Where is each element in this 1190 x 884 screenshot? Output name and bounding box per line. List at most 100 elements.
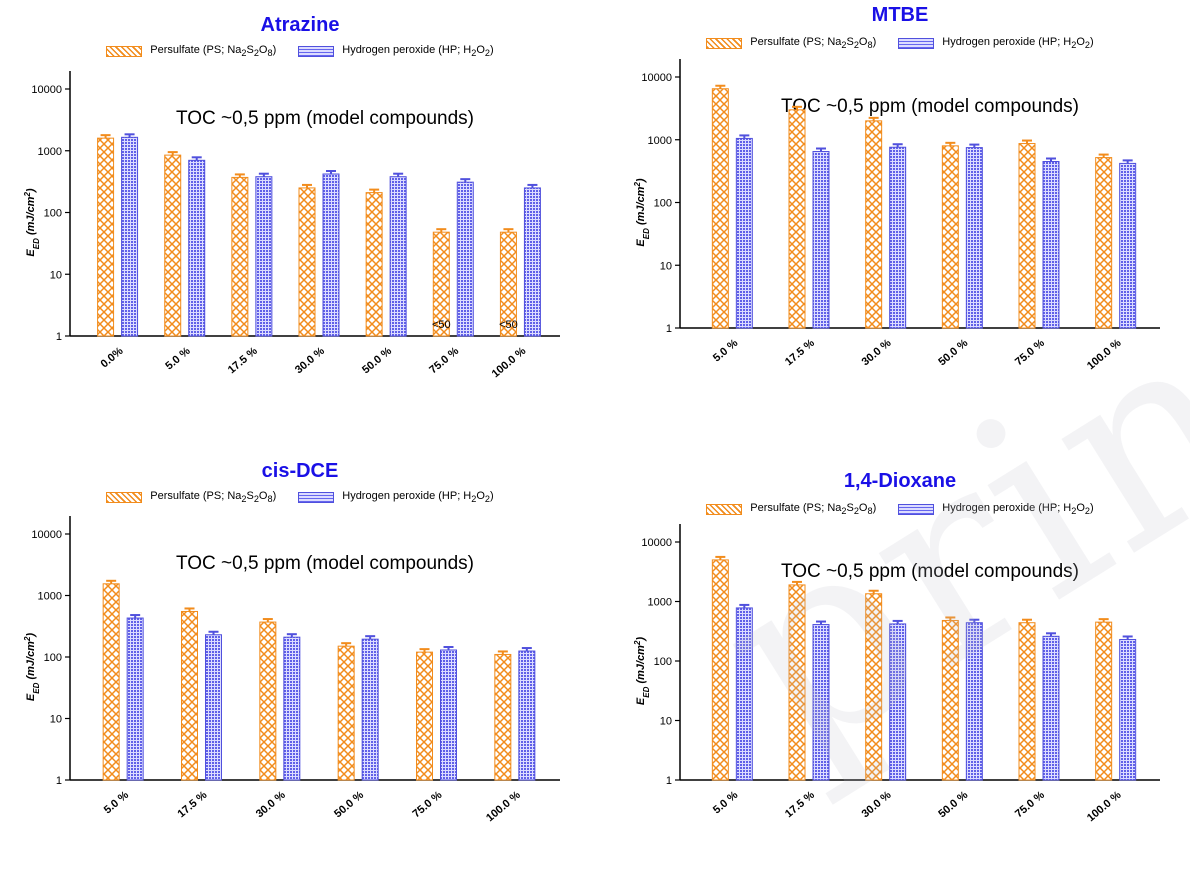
bar-hydrogen-peroxide	[255, 176, 273, 337]
legend-label-hp: Hydrogen peroxide (HP; H2O2)	[342, 490, 494, 505]
bar-persulfate	[711, 559, 729, 781]
legend-label-hp: Hydrogen peroxide (HP; H2O2)	[342, 44, 494, 59]
y-axis-label: EED (mJ/cm2)	[633, 637, 651, 706]
bar-persulfate	[97, 137, 115, 337]
x-tick-label: 100.0 %	[1085, 337, 1124, 372]
x-tick-label: 30.0 %	[860, 789, 894, 820]
y-tick-label: 1000	[648, 597, 672, 609]
legend-item-hp: Hydrogen peroxide (HP; H2O2)	[298, 490, 494, 505]
y-tick-label: 10	[660, 260, 672, 272]
x-tick-label: 5.0 %	[102, 789, 131, 816]
x-tick-label: 5.0 %	[711, 789, 740, 816]
chart-panel-dioxane: 1,4-Dioxane Persulfate (PS; Na2S2O8) Hyd…	[620, 464, 1180, 884]
x-tick-label: 5.0 %	[711, 337, 740, 364]
bar-hydrogen-peroxide	[188, 159, 206, 337]
legend-label-hp: Hydrogen peroxide (HP; H2O2)	[942, 36, 1094, 51]
y-axis-label: EED (mJ/cm2)	[633, 178, 651, 247]
bar-hydrogen-peroxide	[1119, 162, 1137, 329]
bar-persulfate	[298, 187, 316, 337]
bar-persulfate	[181, 610, 198, 781]
bar-hydrogen-peroxide	[456, 181, 474, 337]
legend-item-ps: Persulfate (PS; Na2S2O8)	[706, 36, 876, 50]
bar-chart: 1 10 100 1000 10000 EED (mJ/cm2) TOC ~0,5 ppm …	[23, 516, 560, 824]
chart-legend: Persulfate (PS; Na2S2O8) Hydrogen peroxi…	[20, 44, 580, 58]
ps-swatch-icon	[706, 503, 743, 515]
x-tick-label: 30.0 %	[293, 345, 327, 376]
bar-persulfate	[365, 192, 383, 337]
x-tick-label: 75.0 %	[410, 789, 444, 820]
bar-persulfate	[941, 619, 959, 781]
bar-persulfate	[102, 583, 120, 781]
hp-swatch-icon	[898, 503, 935, 515]
y-axis-label: EED (mJ/cm2)	[23, 633, 41, 702]
legend-label-ps: Persulfate (PS; Na2S2O8)	[750, 502, 877, 517]
chart-annotation: TOC ~0,5 ppm (model compounds)	[781, 561, 1079, 582]
x-tick-label: 30.0 %	[254, 789, 288, 820]
bar-hydrogen-peroxide	[205, 634, 222, 781]
hp-swatch-icon	[298, 491, 335, 503]
y-tick-label: 100	[654, 656, 672, 668]
bar-hydrogen-peroxide	[361, 638, 379, 781]
bar-persulfate	[1018, 622, 1036, 781]
bar-hydrogen-peroxide	[126, 617, 144, 781]
bar-hydrogen-peroxide	[889, 623, 907, 781]
y-tick-label: 100	[44, 208, 62, 220]
y-tick-label: 10000	[31, 84, 62, 96]
ps-swatch-icon	[706, 37, 743, 49]
legend-item-hp: Hydrogen peroxide (HP; H2O2)	[898, 36, 1094, 51]
x-tick-label: 75.0 %	[1013, 789, 1047, 820]
legend-item-hp: Hydrogen peroxide (HP; H2O2)	[898, 502, 1094, 517]
bar-chart: 1 10 100 1000 10000 EED (mJ/cm2) TOC ~0,5 ppm …	[633, 524, 1160, 824]
y-tick-label: 10	[50, 714, 62, 726]
x-tick-label: 5.0 %	[163, 345, 192, 372]
y-axis-label: EED (mJ/cm2)	[23, 188, 41, 257]
bar-hydrogen-peroxide	[523, 187, 541, 337]
chart-annotation: TOC ~0,5 ppm (model compounds)	[176, 108, 474, 129]
bar-hydrogen-peroxide	[965, 147, 983, 329]
bar-persulfate	[164, 154, 182, 337]
bar-hydrogen-peroxide	[283, 636, 301, 781]
y-tick-label: 10000	[641, 537, 672, 549]
bar-persulfate	[1095, 621, 1113, 781]
bar-hydrogen-peroxide	[518, 650, 536, 781]
legend-item-hp: Hydrogen peroxide (HP; H2O2)	[298, 44, 494, 59]
bar-hydrogen-peroxide	[735, 607, 753, 781]
bar-persulfate	[337, 645, 355, 781]
ps-swatch-icon	[106, 491, 143, 503]
chart-title: 1,4-Dioxane	[843, 470, 957, 492]
legend-item-ps: Persulfate (PS; Na2S2O8)	[706, 502, 876, 516]
x-tick-label: 100.0 %	[490, 345, 529, 380]
x-tick-label: 75.0 %	[1013, 337, 1047, 368]
ps-swatch-icon	[106, 45, 143, 57]
x-tick-label: 100.0 %	[1085, 789, 1124, 824]
x-tick-label: 17.5 %	[783, 337, 817, 368]
bar-persulfate	[788, 109, 806, 329]
bar-persulfate	[494, 653, 512, 781]
bar-chart: 1 10 100 1000 10000 EED (mJ/cm2) TOC ~0,5 ppm …	[23, 71, 560, 380]
y-tick-label: 10000	[641, 72, 672, 84]
chart-panel-mtbe: MTBE Persulfate (PS; Na2S2O8) Hydrogen p…	[620, 0, 1180, 420]
chart-annotation: TOC ~0,5 ppm (model compounds)	[176, 553, 474, 574]
bar-persulfate	[865, 593, 883, 781]
bar-persulfate	[416, 651, 433, 781]
x-tick-label: 100.0 %	[484, 789, 523, 824]
y-tick-label: 1	[56, 331, 62, 343]
bar-persulfate	[259, 621, 277, 781]
legend-label-hp: Hydrogen peroxide (HP; H2O2)	[942, 502, 1094, 517]
y-tick-label: 1000	[38, 146, 62, 158]
bar-hydrogen-peroxide	[812, 624, 830, 781]
y-tick-label: 1000	[648, 135, 672, 147]
chart-title: MTBE	[871, 4, 929, 26]
x-tick-label: 75.0 %	[427, 345, 461, 376]
bar-hydrogen-peroxide	[889, 146, 907, 329]
bar-hydrogen-peroxide	[322, 173, 340, 337]
x-tick-label: 17.5 %	[226, 345, 260, 376]
bar-hydrogen-peroxide	[121, 136, 139, 337]
y-tick-label: 100	[44, 652, 62, 664]
chart-panel-cis-dce: cis-DCE Persulfate (PS; Na2S2O8) Hydroge…	[20, 450, 580, 870]
bar-chart: 1 10 100 1000 10000 EED (mJ/cm2) TOC ~0,5 ppm …	[633, 59, 1160, 372]
x-tick-label: 0.0%	[99, 345, 126, 370]
bar-hydrogen-peroxide	[440, 649, 457, 781]
bar-persulfate	[941, 145, 959, 329]
x-tick-label: 17.5 %	[783, 789, 817, 820]
